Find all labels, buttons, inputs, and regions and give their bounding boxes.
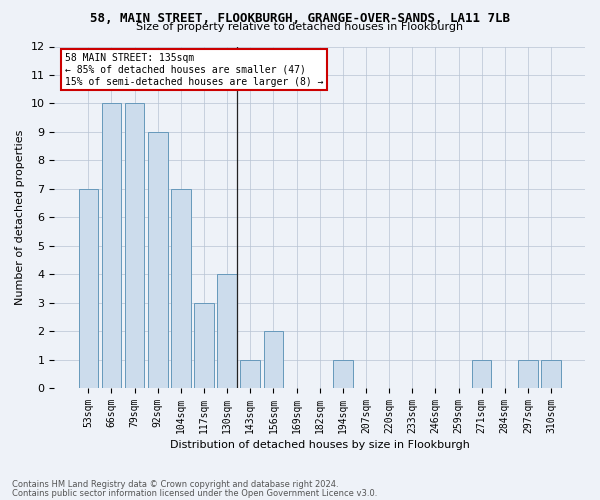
Bar [79,189,98,388]
Text: 58 MAIN STREET: 135sqm
← 85% of detached houses are smaller (47)
15% of semi-det: 58 MAIN STREET: 135sqm ← 85% of detached… [65,54,323,86]
Bar [518,360,538,388]
Text: Size of property relative to detached houses in Flookburgh: Size of property relative to detached ho… [136,22,464,32]
Bar [125,104,145,388]
Text: 58, MAIN STREET, FLOOKBURGH, GRANGE-OVER-SANDS, LA11 7LB: 58, MAIN STREET, FLOOKBURGH, GRANGE-OVER… [90,12,510,26]
Text: Contains public sector information licensed under the Open Government Licence v3: Contains public sector information licen… [12,489,377,498]
Bar [171,189,191,388]
Bar [194,302,214,388]
Bar [333,360,353,388]
Bar [148,132,167,388]
Bar [241,360,260,388]
Text: Contains HM Land Registry data © Crown copyright and database right 2024.: Contains HM Land Registry data © Crown c… [12,480,338,489]
Bar [472,360,491,388]
Bar [101,104,121,388]
X-axis label: Distribution of detached houses by size in Flookburgh: Distribution of detached houses by size … [170,440,470,450]
Bar [541,360,561,388]
Y-axis label: Number of detached properties: Number of detached properties [15,130,25,305]
Bar [217,274,237,388]
Bar [263,331,283,388]
